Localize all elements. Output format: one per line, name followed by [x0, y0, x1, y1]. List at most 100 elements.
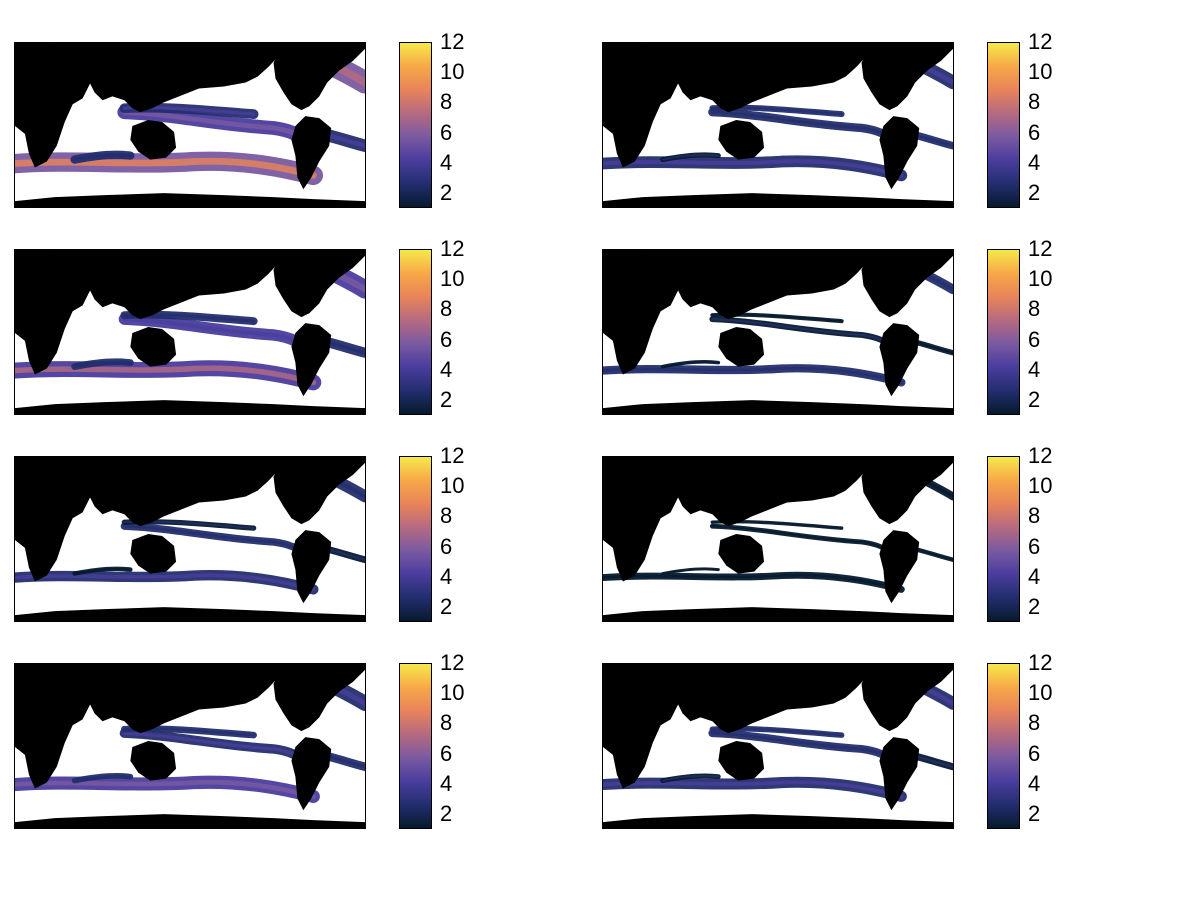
colorbar-tick-label: 2	[1028, 800, 1041, 826]
colorbar-tick-label: 12	[1028, 236, 1053, 261]
land-north-america	[861, 43, 953, 111]
colorbar-tick-label: 12	[440, 236, 465, 261]
colorbar-8	[987, 663, 1020, 829]
colorbar-tick-label: 12	[1028, 650, 1053, 675]
colorbar-tick-label: 6	[1028, 119, 1041, 145]
colorbar-tick-label: 4	[440, 356, 453, 382]
map-svg	[603, 250, 953, 414]
ocean-signal-core-1	[15, 779, 316, 799]
colorbar-2	[987, 42, 1020, 208]
ocean-signal-core-6	[73, 153, 132, 162]
map-svg	[15, 664, 365, 828]
land-south-america	[879, 530, 920, 604]
colorbar-4	[987, 249, 1020, 415]
ocean-signal-core-1	[15, 157, 317, 179]
ocean-signal-core-6	[661, 153, 720, 161]
land-north-america	[861, 664, 953, 732]
land-greenland	[923, 44, 942, 57]
ocean-signal-core-1	[603, 159, 904, 178]
map-svg	[603, 43, 953, 207]
colorbar-tick-label: 8	[1028, 710, 1041, 736]
colorbar-tick-label: 8	[440, 710, 453, 736]
land-africa	[15, 43, 91, 168]
land-eurasia	[54, 43, 289, 113]
land-africa	[15, 457, 91, 582]
land-north-america	[273, 43, 365, 111]
land-eurasia	[54, 457, 289, 527]
land-south-america	[291, 530, 332, 604]
land-south-america	[291, 737, 332, 811]
land-greenland	[923, 665, 942, 678]
colorbar-tick-label: 2	[1028, 593, 1041, 619]
colorbar-tick-label: 10	[440, 266, 465, 292]
ocean-signal-core-6	[73, 774, 132, 782]
land-antarctica	[603, 814, 953, 828]
colorbar-tick-label: 8	[440, 296, 453, 322]
land-north-america	[861, 457, 953, 525]
colorbar-5	[399, 456, 432, 622]
colorbar-tick-label: 10	[440, 473, 465, 499]
colorbar-tick-label: 4	[1028, 563, 1041, 589]
land-africa	[603, 664, 679, 789]
colorbar-tick-label: 2	[440, 800, 453, 826]
land-south-america	[291, 116, 332, 190]
colorbar-tick-label: 6	[1028, 533, 1041, 559]
ocean-signal-core-1	[15, 573, 316, 592]
land-north-america	[273, 457, 365, 525]
colorbar-tick-label: 8	[1028, 89, 1041, 115]
map-panel-4	[602, 249, 954, 415]
land-eurasia	[54, 250, 289, 320]
colorbar-3	[399, 249, 432, 415]
land-eurasia	[642, 664, 877, 734]
colorbar-1	[399, 42, 432, 208]
land-africa	[15, 250, 91, 375]
colorbar-tick-label: 8	[1028, 296, 1041, 322]
map-panel-1	[14, 42, 366, 208]
colorbar-tick-label: 2	[1028, 386, 1041, 412]
map-panel-8	[602, 663, 954, 829]
land-south-america	[291, 323, 332, 397]
map-panel-7	[14, 663, 366, 829]
map-panel-5	[14, 456, 366, 622]
map-svg	[15, 43, 365, 207]
colorbar-tick-label: 4	[1028, 356, 1041, 382]
colorbar-tick-label: 10	[440, 59, 465, 85]
ocean-signal-core-1	[603, 780, 904, 799]
ocean-signal-core-6	[662, 568, 719, 575]
land-australia	[718, 327, 765, 367]
land-australia	[130, 534, 177, 574]
colorbar-tick-label: 8	[440, 89, 453, 115]
colorbar-tick-label: 8	[440, 503, 453, 529]
colorbar-tick-label: 4	[1028, 770, 1041, 796]
land-north-america	[861, 250, 953, 318]
ocean-signal-core-6	[73, 360, 132, 368]
land-australia	[718, 741, 765, 781]
map-svg	[603, 457, 953, 621]
colorbar-tick-label: 2	[440, 179, 453, 205]
ocean-signal-core-6	[73, 568, 132, 575]
colorbar-tick-label: 6	[440, 740, 453, 766]
land-south-america	[879, 737, 920, 811]
land-antarctica	[603, 607, 953, 621]
colorbar-tick-label: 10	[1028, 266, 1053, 292]
colorbar-tick-label: 6	[440, 326, 453, 352]
colorbar-tick-label: 6	[1028, 740, 1041, 766]
colorbar-tick-label: 6	[440, 533, 453, 559]
colorbar-tick-label: 12	[440, 443, 465, 468]
colorbar-tick-label: 8	[1028, 503, 1041, 529]
colorbar-tick-label: 12	[1028, 443, 1053, 468]
land-antarctica	[15, 193, 365, 207]
land-australia	[718, 120, 765, 160]
colorbar-7	[399, 663, 432, 829]
colorbar-tick-label: 4	[1028, 149, 1041, 175]
map-svg	[15, 250, 365, 414]
colorbar-tick-label: 12	[440, 650, 465, 675]
map-panel-3	[14, 249, 366, 415]
land-australia	[130, 120, 177, 160]
land-greenland	[923, 458, 942, 471]
land-australia	[718, 534, 765, 574]
land-antarctica	[15, 607, 365, 621]
land-antarctica	[603, 400, 953, 414]
colorbar-tick-label: 6	[440, 119, 453, 145]
land-eurasia	[642, 250, 877, 320]
